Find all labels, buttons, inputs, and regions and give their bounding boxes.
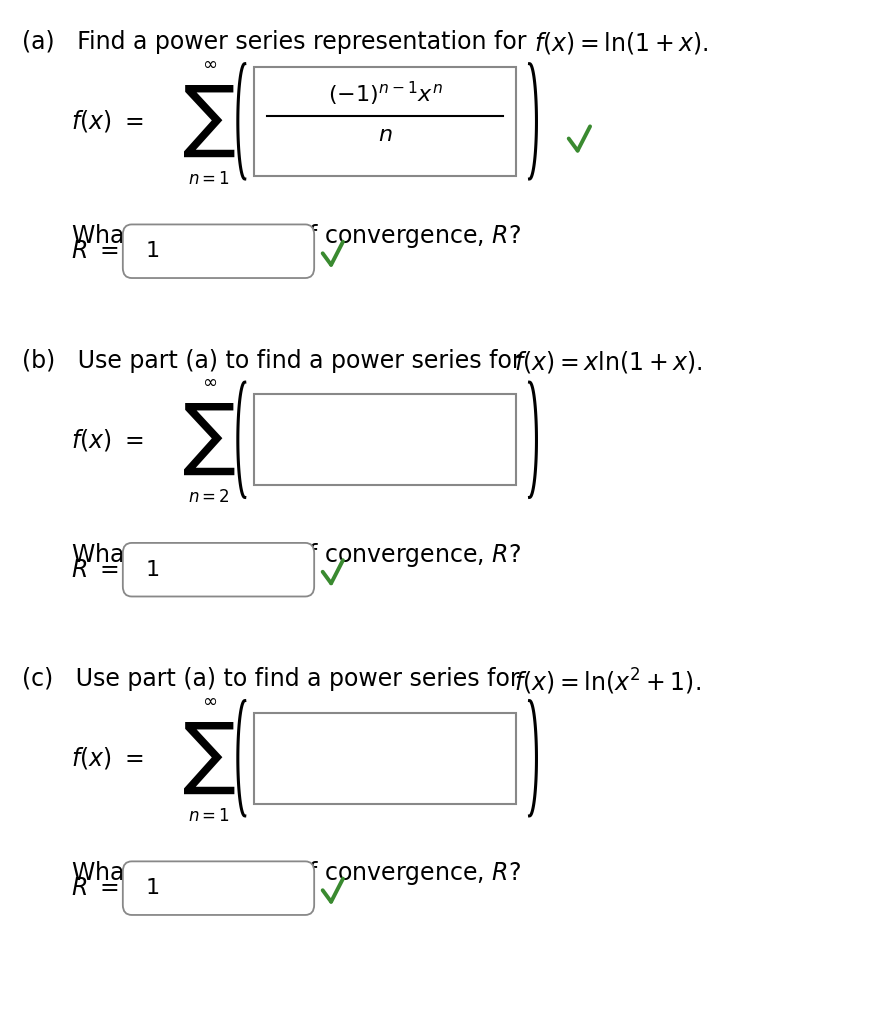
- Text: $f(x) = \ln(x^2 + 1)$.: $f(x) = \ln(x^2 + 1)$.: [514, 667, 701, 698]
- Text: $R\ =$: $R\ =$: [71, 240, 119, 263]
- FancyBboxPatch shape: [123, 224, 314, 278]
- Text: $\sum$: $\sum$: [182, 402, 236, 477]
- Text: (b)   Use part (a) to find a power series for: (b) Use part (a) to find a power series …: [22, 349, 530, 373]
- FancyBboxPatch shape: [123, 543, 314, 596]
- Text: What is the radius of convergence, $R$?: What is the radius of convergence, $R$?: [71, 541, 522, 569]
- Text: What is the radius of convergence, $R$?: What is the radius of convergence, $R$?: [71, 859, 522, 888]
- Text: $\sum$: $\sum$: [182, 721, 236, 796]
- Text: $f(x)\ =$: $f(x)\ =$: [71, 745, 143, 771]
- Text: $n = 2$: $n = 2$: [188, 488, 231, 507]
- FancyBboxPatch shape: [254, 67, 516, 176]
- Text: $(-1)^{n-1}x^n$: $(-1)^{n-1}x^n$: [328, 80, 442, 108]
- FancyBboxPatch shape: [254, 394, 516, 485]
- Text: $n$: $n$: [377, 124, 392, 147]
- Text: $\infty$: $\infty$: [202, 55, 216, 73]
- Text: $\infty$: $\infty$: [202, 373, 216, 391]
- Text: $f(x)\ =$: $f(x)\ =$: [71, 108, 143, 134]
- Text: $R\ =$: $R\ =$: [71, 877, 119, 900]
- Text: (a)   Find a power series representation for: (a) Find a power series representation f…: [22, 30, 534, 55]
- Text: $n = 1$: $n = 1$: [188, 170, 231, 188]
- Text: $\infty$: $\infty$: [202, 692, 216, 710]
- Text: $n = 1$: $n = 1$: [188, 807, 231, 825]
- Text: What is the radius of convergence, $R$?: What is the radius of convergence, $R$?: [71, 222, 522, 251]
- Text: $R\ =$: $R\ =$: [71, 558, 119, 581]
- Text: $f(x) = x\ln(1 + x)$.: $f(x) = x\ln(1 + x)$.: [514, 349, 703, 375]
- Text: $\sum$: $\sum$: [182, 84, 236, 159]
- Text: $1$: $1$: [145, 878, 159, 899]
- FancyBboxPatch shape: [123, 861, 314, 915]
- Text: $f(x) = \ln(1 + x)$.: $f(x) = \ln(1 + x)$.: [534, 30, 708, 57]
- Text: $f(x)\ =$: $f(x)\ =$: [71, 427, 143, 453]
- Text: (c)   Use part (a) to find a power series for: (c) Use part (a) to find a power series …: [22, 667, 528, 692]
- Text: $1$: $1$: [145, 241, 159, 262]
- Text: $1$: $1$: [145, 559, 159, 580]
- FancyBboxPatch shape: [254, 713, 516, 804]
